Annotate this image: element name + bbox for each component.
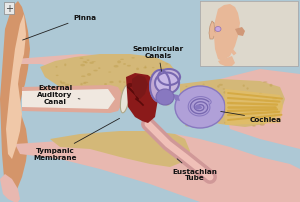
Polygon shape	[22, 89, 115, 109]
Ellipse shape	[195, 105, 201, 110]
Ellipse shape	[123, 64, 126, 65]
Text: Semicircular
Canals: Semicircular Canals	[132, 45, 184, 72]
Ellipse shape	[272, 98, 277, 101]
Ellipse shape	[247, 88, 249, 90]
Ellipse shape	[136, 68, 139, 71]
Ellipse shape	[185, 86, 188, 87]
Polygon shape	[15, 134, 300, 202]
Ellipse shape	[108, 72, 111, 73]
Polygon shape	[40, 55, 180, 107]
Text: Cochlea: Cochlea	[221, 112, 282, 122]
Text: Pinna: Pinna	[22, 15, 97, 41]
Text: +: +	[5, 4, 13, 14]
Ellipse shape	[98, 104, 103, 107]
Ellipse shape	[214, 122, 217, 123]
Ellipse shape	[144, 66, 146, 69]
Polygon shape	[0, 2, 30, 197]
Ellipse shape	[159, 83, 163, 86]
Polygon shape	[0, 174, 20, 202]
Ellipse shape	[191, 126, 195, 128]
Ellipse shape	[98, 68, 101, 70]
Ellipse shape	[122, 92, 124, 94]
Ellipse shape	[60, 81, 62, 84]
Ellipse shape	[82, 62, 87, 63]
Ellipse shape	[152, 68, 154, 69]
Ellipse shape	[104, 84, 107, 86]
Polygon shape	[126, 74, 158, 123]
Ellipse shape	[55, 101, 59, 103]
Ellipse shape	[83, 83, 86, 85]
Ellipse shape	[219, 84, 223, 86]
Polygon shape	[132, 76, 148, 100]
Ellipse shape	[211, 95, 215, 98]
Polygon shape	[180, 80, 285, 127]
Ellipse shape	[103, 96, 106, 98]
Ellipse shape	[185, 124, 190, 127]
Ellipse shape	[97, 95, 100, 96]
Ellipse shape	[254, 118, 256, 119]
Ellipse shape	[158, 96, 162, 97]
Polygon shape	[235, 28, 245, 37]
Ellipse shape	[117, 61, 121, 64]
Ellipse shape	[273, 107, 277, 109]
Ellipse shape	[269, 84, 272, 87]
Ellipse shape	[83, 82, 88, 84]
Ellipse shape	[55, 99, 58, 100]
Ellipse shape	[190, 119, 194, 120]
Ellipse shape	[80, 58, 83, 60]
Ellipse shape	[185, 107, 190, 109]
Ellipse shape	[188, 105, 192, 107]
Ellipse shape	[58, 92, 63, 94]
Ellipse shape	[127, 65, 131, 67]
Ellipse shape	[148, 97, 152, 99]
Ellipse shape	[193, 122, 196, 124]
Ellipse shape	[219, 109, 222, 112]
Ellipse shape	[61, 82, 65, 85]
Ellipse shape	[128, 99, 131, 101]
Ellipse shape	[131, 58, 135, 59]
Ellipse shape	[143, 68, 147, 69]
Ellipse shape	[202, 84, 205, 85]
Ellipse shape	[223, 89, 225, 90]
Ellipse shape	[235, 114, 239, 115]
Ellipse shape	[263, 82, 268, 83]
Ellipse shape	[87, 74, 91, 77]
Ellipse shape	[151, 75, 153, 77]
Text: Eustachian
Tube: Eustachian Tube	[172, 159, 218, 181]
Polygon shape	[6, 15, 26, 159]
Ellipse shape	[134, 92, 137, 94]
Ellipse shape	[143, 81, 147, 83]
Ellipse shape	[80, 64, 85, 67]
Ellipse shape	[134, 97, 139, 98]
Ellipse shape	[120, 59, 124, 61]
Ellipse shape	[220, 110, 224, 112]
Ellipse shape	[221, 109, 225, 110]
Ellipse shape	[254, 118, 259, 119]
Polygon shape	[209, 22, 215, 40]
Ellipse shape	[259, 117, 261, 119]
Ellipse shape	[123, 82, 125, 83]
Ellipse shape	[194, 112, 198, 115]
Ellipse shape	[260, 124, 265, 126]
Ellipse shape	[150, 100, 152, 102]
Ellipse shape	[165, 104, 169, 106]
Polygon shape	[200, 2, 298, 67]
Ellipse shape	[57, 90, 59, 91]
Ellipse shape	[64, 84, 69, 87]
Polygon shape	[155, 73, 179, 94]
Ellipse shape	[56, 75, 58, 77]
Ellipse shape	[56, 67, 58, 68]
Ellipse shape	[185, 102, 187, 104]
Ellipse shape	[165, 101, 169, 104]
Ellipse shape	[114, 92, 118, 93]
Ellipse shape	[125, 100, 130, 102]
Ellipse shape	[80, 83, 83, 86]
Polygon shape	[22, 86, 125, 114]
Ellipse shape	[243, 85, 245, 87]
Ellipse shape	[127, 84, 133, 87]
Ellipse shape	[223, 92, 226, 94]
Ellipse shape	[120, 86, 130, 113]
Ellipse shape	[85, 62, 88, 64]
Polygon shape	[173, 95, 180, 101]
